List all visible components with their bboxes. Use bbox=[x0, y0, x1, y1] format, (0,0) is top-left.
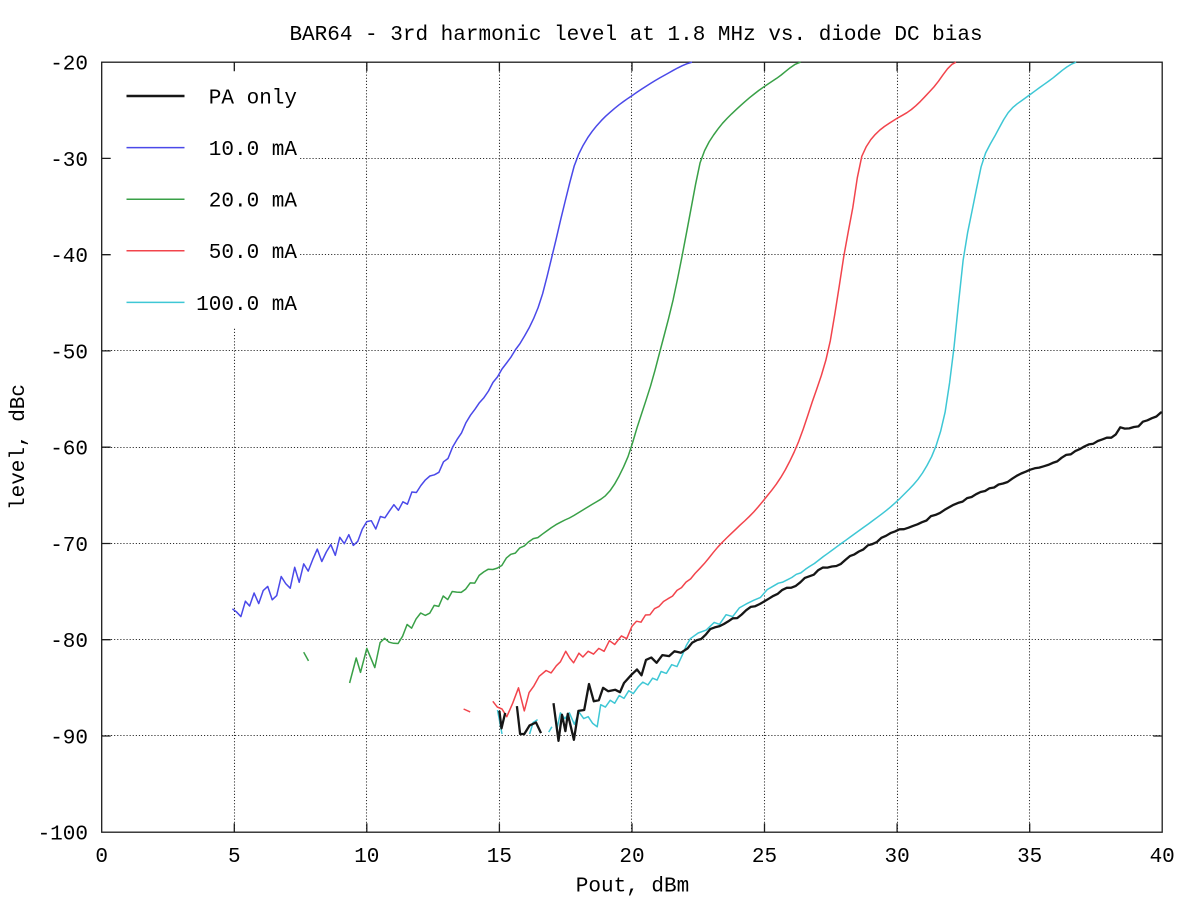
svg-text:30: 30 bbox=[884, 846, 909, 869]
svg-text:-80: -80 bbox=[50, 631, 88, 654]
svg-text:10.0 mA: 10.0 mA bbox=[209, 139, 298, 162]
svg-text:level, dBc: level, dBc bbox=[8, 384, 31, 510]
svg-text:35: 35 bbox=[1017, 846, 1042, 869]
svg-text:-60: -60 bbox=[50, 439, 88, 462]
svg-text:BAR64 - 3rd harmonic level at: BAR64 - 3rd harmonic level at 1.8 MHz vs… bbox=[289, 24, 982, 47]
svg-text:15: 15 bbox=[487, 846, 512, 869]
svg-text:100.0 mA: 100.0 mA bbox=[196, 294, 297, 317]
svg-text:-20: -20 bbox=[50, 54, 88, 77]
svg-text:-90: -90 bbox=[50, 727, 88, 750]
svg-text:0: 0 bbox=[95, 846, 108, 869]
svg-text:20: 20 bbox=[619, 846, 644, 869]
svg-text:Pout, dBm: Pout, dBm bbox=[576, 876, 689, 899]
svg-text:10: 10 bbox=[354, 846, 379, 869]
svg-text:-40: -40 bbox=[50, 246, 88, 269]
svg-text:-70: -70 bbox=[50, 535, 88, 558]
svg-text:-100: -100 bbox=[38, 824, 88, 847]
svg-text:25: 25 bbox=[752, 846, 777, 869]
svg-text:40: 40 bbox=[1150, 846, 1175, 869]
svg-text:20.0 mA: 20.0 mA bbox=[209, 191, 298, 214]
svg-text:50.0 mA: 50.0 mA bbox=[209, 242, 298, 265]
svg-text:PA only: PA only bbox=[209, 87, 297, 110]
svg-text:-30: -30 bbox=[50, 150, 88, 173]
svg-text:5: 5 bbox=[228, 846, 241, 869]
svg-text:-50: -50 bbox=[50, 342, 88, 365]
